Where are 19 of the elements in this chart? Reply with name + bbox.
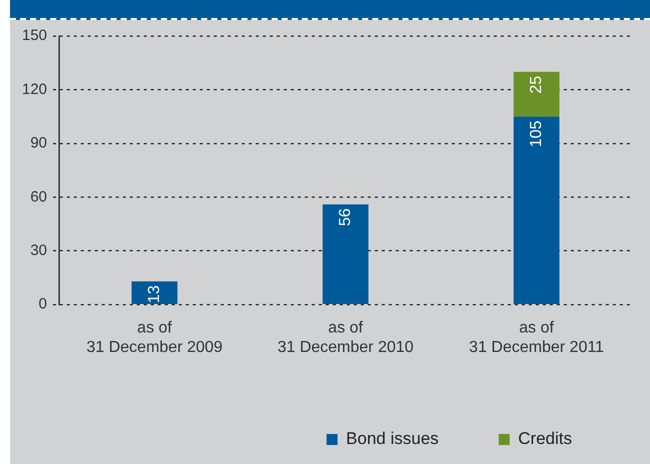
data-label: 105 <box>528 120 545 148</box>
bar <box>514 72 560 117</box>
y-tick-label: 60 <box>30 188 48 206</box>
legend-label: Credits <box>518 429 572 448</box>
bar <box>322 204 368 304</box>
y-tick-label: 0 <box>38 296 48 313</box>
data-label: 13 <box>146 285 163 304</box>
data-label: 56 <box>336 208 354 226</box>
data-label: 25 <box>528 76 545 94</box>
x-tick-label: as of 31 December 2009 <box>86 320 223 356</box>
legend-label: Bond issues <box>346 429 439 448</box>
bar <box>132 281 178 304</box>
y-tick-label: 90 <box>30 134 48 152</box>
y-tick-label: 120 <box>22 80 48 98</box>
x-tick-label: as of 31 December 2010 <box>277 320 414 356</box>
x-tick-label: as of 31 December 2011 <box>469 320 604 356</box>
y-tick-label: 150 <box>22 27 48 44</box>
bar <box>514 116 560 304</box>
y-tick-label: 30 <box>30 242 48 260</box>
